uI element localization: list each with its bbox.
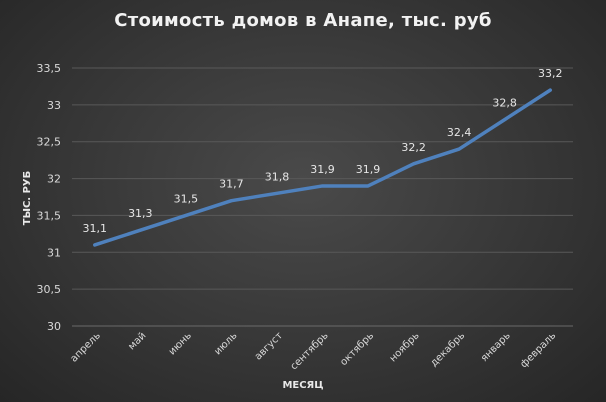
y-tick-label: 32: [47, 173, 61, 186]
y-tick-label: 31: [47, 246, 61, 259]
x-tick-label: август: [253, 330, 285, 362]
x-tick-label: ноябрь: [388, 330, 422, 364]
x-tick-label: май: [126, 330, 148, 352]
x-tick-label: декабрь: [429, 330, 468, 369]
x-axis-title: МЕСЯЦ: [282, 380, 324, 391]
data-label: 32,2: [401, 141, 426, 154]
data-label: 31,9: [356, 163, 381, 176]
data-label: 31,3: [128, 207, 153, 220]
data-line: [93, 88, 552, 247]
x-tick-label: февраль: [518, 330, 558, 370]
data-label: 33,2: [538, 67, 563, 80]
x-tick-label: январь: [479, 330, 513, 364]
x-tick-label: июнь: [167, 330, 194, 357]
data-label: 31,7: [219, 178, 244, 191]
data-label: 31,8: [265, 170, 290, 183]
y-tick-label: 30,5: [37, 283, 62, 296]
y-tick-label: 33: [47, 99, 61, 112]
data-label: 31,9: [310, 163, 335, 176]
x-tick-label: сентябрь: [289, 330, 331, 372]
x-tick-label: апрель: [69, 330, 103, 364]
x-tick-label: октябрь: [338, 330, 376, 368]
data-label: 32,4: [447, 126, 472, 139]
y-tick-label: 31,5: [37, 209, 62, 222]
data-label: 31,5: [174, 192, 199, 205]
x-tick-label: июль: [213, 330, 240, 357]
y-axis-title: ТЫС. РУБ: [22, 170, 33, 226]
chart-title: Стоимость домов в Анапе, тыс. руб: [114, 10, 492, 31]
data-label: 32,8: [492, 97, 517, 110]
y-tick-label: 33,5: [37, 62, 62, 75]
y-tick-label: 32,5: [37, 136, 62, 149]
data-label: 31,1: [83, 222, 108, 235]
y-tick-label: 30: [47, 320, 61, 333]
